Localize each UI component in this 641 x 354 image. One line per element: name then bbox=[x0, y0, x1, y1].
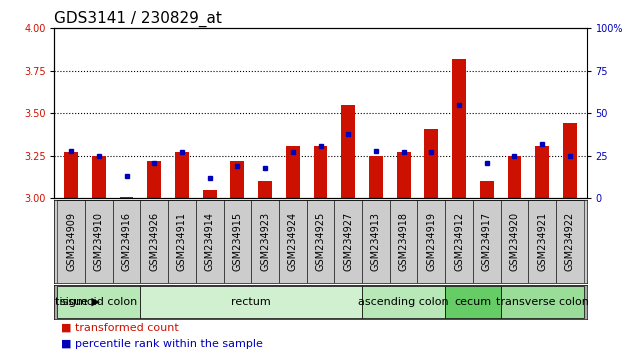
Text: ascending colon: ascending colon bbox=[358, 297, 449, 307]
Text: GSM234914: GSM234914 bbox=[204, 212, 215, 271]
Text: tissue ▶: tissue ▶ bbox=[54, 297, 100, 307]
Text: ■ percentile rank within the sample: ■ percentile rank within the sample bbox=[61, 339, 263, 349]
Text: GSM234920: GSM234920 bbox=[510, 212, 519, 271]
Bar bbox=[92, 156, 106, 198]
Bar bbox=[424, 129, 438, 198]
Text: GSM234924: GSM234924 bbox=[288, 212, 298, 271]
Text: GSM234923: GSM234923 bbox=[260, 212, 270, 271]
Bar bbox=[57, 286, 140, 318]
Bar bbox=[286, 145, 300, 198]
Text: sigmoid colon: sigmoid colon bbox=[60, 297, 137, 307]
Bar bbox=[279, 200, 306, 283]
Bar bbox=[140, 286, 362, 318]
Bar bbox=[369, 156, 383, 198]
Bar bbox=[231, 161, 244, 198]
Bar bbox=[341, 105, 355, 198]
Bar bbox=[508, 156, 521, 198]
Bar bbox=[480, 181, 494, 198]
Bar bbox=[501, 286, 584, 318]
Text: GSM234919: GSM234919 bbox=[426, 212, 437, 271]
Text: GSM234911: GSM234911 bbox=[177, 212, 187, 271]
Text: cecum: cecum bbox=[454, 297, 492, 307]
Bar bbox=[473, 200, 501, 283]
Bar bbox=[224, 200, 251, 283]
Text: GSM234913: GSM234913 bbox=[371, 212, 381, 271]
Bar bbox=[452, 59, 466, 198]
Text: GSM234921: GSM234921 bbox=[537, 212, 547, 271]
Bar bbox=[147, 161, 161, 198]
Bar bbox=[335, 200, 362, 283]
Text: GSM234922: GSM234922 bbox=[565, 212, 575, 271]
Bar bbox=[445, 286, 501, 318]
Bar bbox=[362, 286, 445, 318]
Text: GSM234918: GSM234918 bbox=[399, 212, 408, 271]
Text: ■ transformed count: ■ transformed count bbox=[61, 323, 179, 333]
Bar bbox=[196, 200, 224, 283]
Bar bbox=[113, 200, 140, 283]
Bar bbox=[501, 200, 528, 283]
Text: GSM234926: GSM234926 bbox=[149, 212, 159, 271]
Text: GDS3141 / 230829_at: GDS3141 / 230829_at bbox=[54, 11, 222, 27]
Text: GSM234917: GSM234917 bbox=[482, 212, 492, 271]
Bar bbox=[535, 145, 549, 198]
Bar bbox=[390, 200, 417, 283]
Bar bbox=[57, 200, 85, 283]
Bar bbox=[313, 145, 328, 198]
Bar bbox=[258, 181, 272, 198]
Text: GSM234915: GSM234915 bbox=[233, 212, 242, 271]
Bar bbox=[175, 152, 189, 198]
Bar bbox=[397, 152, 410, 198]
Text: rectum: rectum bbox=[231, 297, 271, 307]
Text: GSM234916: GSM234916 bbox=[122, 212, 131, 271]
Text: GSM234909: GSM234909 bbox=[66, 212, 76, 271]
Bar bbox=[85, 200, 113, 283]
Bar bbox=[417, 200, 445, 283]
Bar bbox=[556, 200, 584, 283]
Bar bbox=[168, 200, 196, 283]
Text: GSM234912: GSM234912 bbox=[454, 212, 464, 271]
Bar bbox=[445, 200, 473, 283]
Text: GSM234925: GSM234925 bbox=[315, 212, 326, 271]
Text: transverse colon: transverse colon bbox=[495, 297, 588, 307]
Bar bbox=[140, 200, 168, 283]
Bar bbox=[203, 190, 217, 198]
Text: GSM234927: GSM234927 bbox=[343, 212, 353, 271]
Bar bbox=[120, 196, 133, 198]
Text: GSM234910: GSM234910 bbox=[94, 212, 104, 271]
Bar bbox=[306, 200, 335, 283]
Bar bbox=[563, 124, 577, 198]
Bar bbox=[528, 200, 556, 283]
Bar bbox=[362, 200, 390, 283]
Bar bbox=[64, 152, 78, 198]
Bar bbox=[251, 200, 279, 283]
